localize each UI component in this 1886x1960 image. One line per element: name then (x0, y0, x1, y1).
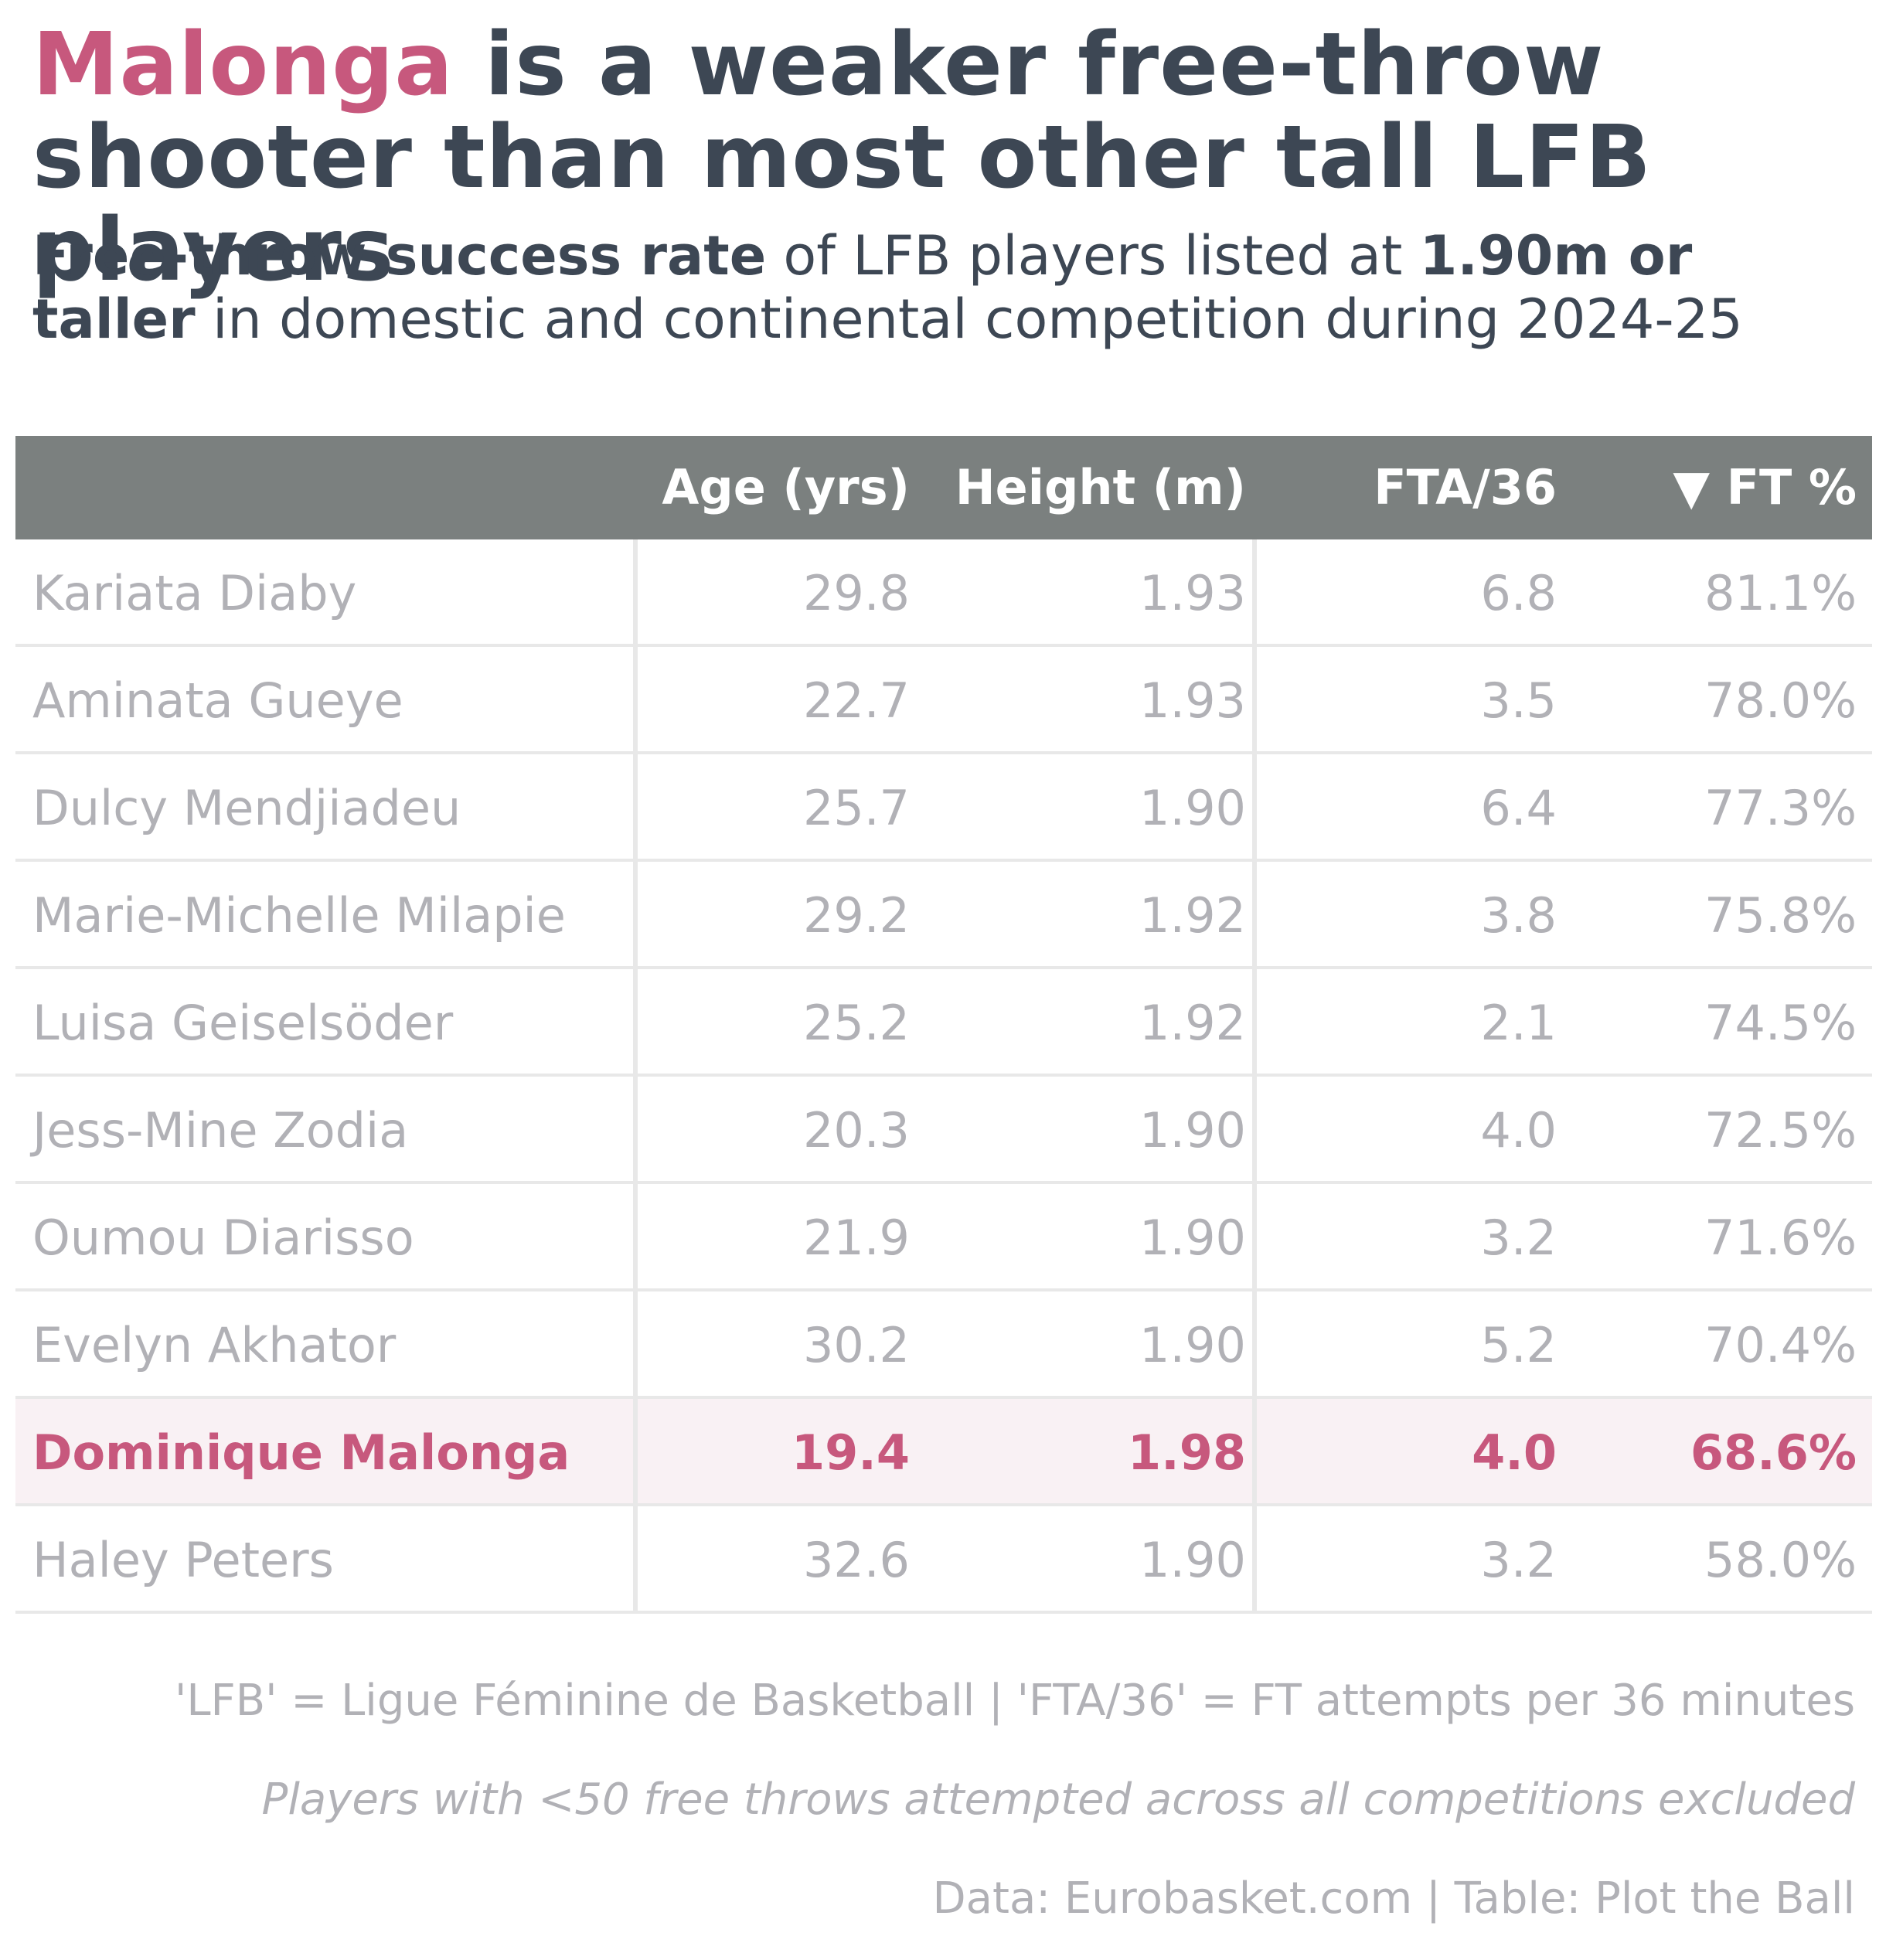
cell-age: 22.7 (802, 672, 910, 729)
table-row: Kariata Diaby 29.8 1.93 6.8 81.1% (15, 539, 1872, 647)
subtitle-bold-2: 1.90m or taller (32, 224, 1693, 351)
table-row: Jess-Mine Zodia 20.3 1.90 4.0 72.5% (15, 1077, 1872, 1184)
column-divider-2 (1252, 539, 1257, 1614)
cell-height: 1.90 (1139, 1210, 1246, 1266)
footnote-source: Data: Eurobasket.com | Table: Plot the B… (932, 1873, 1855, 1924)
cell-player: Dulcy Mendjiadeu (32, 780, 461, 836)
cell-age: 19.4 (792, 1424, 910, 1481)
stats-table: Age (yrs) Height (m) FTA/36 ▼ FT % Karia… (15, 436, 1872, 1614)
cell-age: 20.3 (802, 1102, 910, 1159)
title-accent: Malonga (32, 15, 454, 115)
cell-ft-pct: 70.4% (1704, 1317, 1857, 1373)
cell-player: Kariata Diaby (32, 565, 357, 621)
cell-ft-pct: 58.0% (1704, 1532, 1857, 1588)
cell-age: 29.8 (802, 565, 910, 621)
header-age: Age (yrs) (662, 459, 910, 516)
cell-height: 1.90 (1139, 1532, 1246, 1588)
cell-player: Jess-Mine Zodia (32, 1102, 409, 1159)
cell-ft-pct: 78.0% (1704, 672, 1857, 729)
cell-player: Evelyn Akhator (32, 1317, 397, 1373)
cell-fta36: 3.2 (1480, 1532, 1557, 1588)
cell-player: Aminata Gueye (32, 672, 403, 729)
header-fta36: FTA/36 (1374, 459, 1557, 516)
cell-height: 1.92 (1139, 995, 1246, 1051)
footnote-exclusion: Players with <50 free throws attempted a… (261, 1775, 1855, 1825)
cell-player: Oumou Diarisso (32, 1210, 414, 1266)
table-row: Oumou Diarisso 21.9 1.90 3.2 71.6% (15, 1184, 1872, 1291)
cell-ft-pct: 74.5% (1704, 995, 1857, 1051)
title-rest: is a weaker free-throw shooter than most… (32, 15, 1652, 301)
cell-ft-pct: 77.3% (1704, 780, 1857, 836)
subtitle-text-2: in domestic and continental competition … (195, 288, 1743, 351)
cell-height: 1.93 (1139, 672, 1246, 729)
table-row: Haley Peters 32.6 1.90 3.2 58.0% (15, 1506, 1872, 1614)
chart-title: Malonga is a weaker free-throw shooter t… (32, 19, 1872, 297)
chart-subtitle: Free-throw success rate of LFB players l… (32, 224, 1872, 351)
cell-ft-pct: 71.6% (1704, 1210, 1857, 1266)
cell-fta36: 3.8 (1480, 887, 1557, 944)
cell-fta36: 2.1 (1480, 995, 1557, 1051)
footnote-definitions: 'LFB' = Ligue Féminine de Basketball | '… (174, 1676, 1855, 1726)
cell-height: 1.90 (1139, 1317, 1246, 1373)
column-divider-1 (633, 539, 638, 1614)
cell-player: Luisa Geiselsöder (32, 995, 454, 1051)
cell-age: 25.7 (802, 780, 910, 836)
cell-height: 1.90 (1139, 1102, 1246, 1159)
cell-fta36: 3.2 (1480, 1210, 1557, 1266)
cell-height: 1.92 (1139, 887, 1246, 944)
subtitle-text-1: of LFB players listed at (766, 224, 1420, 288)
table-header: Age (yrs) Height (m) FTA/36 ▼ FT % (15, 436, 1872, 539)
cell-age: 30.2 (802, 1317, 910, 1373)
cell-age: 25.2 (802, 995, 910, 1051)
table-row: Luisa Geiselsöder 25.2 1.92 2.1 74.5% (15, 969, 1872, 1077)
cell-age: 32.6 (802, 1532, 910, 1588)
header-ft-pct: ▼ FT % (1673, 459, 1857, 516)
table-row: Dulcy Mendjiadeu 25.7 1.90 6.4 77.3% (15, 754, 1872, 862)
cell-fta36: 6.8 (1480, 565, 1557, 621)
cell-player: Dominique Malonga (32, 1424, 570, 1481)
table-row: Aminata Gueye 22.7 1.93 3.5 78.0% (15, 647, 1872, 754)
cell-fta36: 4.0 (1472, 1424, 1557, 1481)
cell-player: Haley Peters (32, 1532, 334, 1588)
cell-ft-pct: 75.8% (1704, 887, 1857, 944)
cell-ft-pct: 72.5% (1704, 1102, 1857, 1159)
subtitle-bold-1: Free-throw success rate (32, 224, 767, 288)
cell-height: 1.90 (1139, 780, 1246, 836)
table-row: Evelyn Akhator 30.2 1.90 5.2 70.4% (15, 1291, 1872, 1399)
cell-height: 1.93 (1139, 565, 1246, 621)
cell-age: 21.9 (802, 1210, 910, 1266)
cell-fta36: 6.4 (1480, 780, 1557, 836)
cell-age: 29.2 (802, 887, 910, 944)
cell-height: 1.98 (1128, 1424, 1246, 1481)
cell-player: Marie-Michelle Milapie (32, 887, 566, 944)
table-row: Marie-Michelle Milapie 29.2 1.92 3.8 75.8% (15, 862, 1872, 969)
table-body: Kariata Diaby 29.8 1.93 6.8 81.1% Aminata Gue… (15, 539, 1872, 1614)
cell-ft-pct: 68.6% (1690, 1424, 1857, 1481)
cell-fta36: 4.0 (1480, 1102, 1557, 1159)
cell-fta36: 5.2 (1480, 1317, 1557, 1373)
header-height: Height (m) (955, 459, 1246, 516)
table-row-highlighted: Dominique Malonga 19.4 1.98 4.0 68.6% (15, 1399, 1872, 1506)
cell-ft-pct: 81.1% (1704, 565, 1857, 621)
cell-fta36: 3.5 (1480, 672, 1557, 729)
